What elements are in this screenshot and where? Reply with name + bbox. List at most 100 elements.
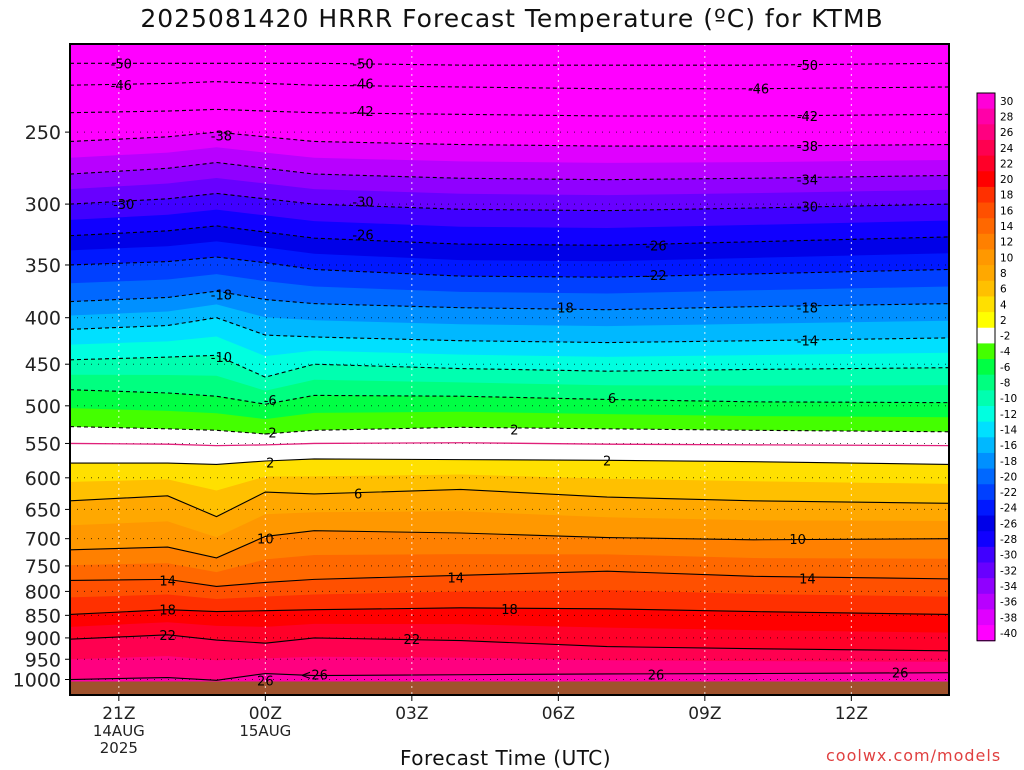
colorbar-swatch bbox=[977, 171, 995, 188]
y-tick-label: 950 bbox=[25, 649, 61, 671]
isotherm-label: -30 bbox=[113, 198, 134, 213]
colorbar-label: -22 bbox=[1000, 487, 1017, 499]
colorbar-swatch bbox=[977, 155, 995, 172]
x-tick-label: 15AUG bbox=[239, 722, 291, 740]
isotherm--18 bbox=[70, 290, 949, 311]
colorbar-label: 18 bbox=[1000, 190, 1013, 202]
y-tick-label: 800 bbox=[25, 581, 61, 603]
x-tick-label: 12Z bbox=[835, 704, 868, 724]
colorbar-swatch bbox=[977, 437, 995, 454]
isotherm-label: -34 bbox=[797, 174, 818, 189]
isotherm-label: 2 bbox=[266, 456, 274, 471]
isotherm-2 bbox=[70, 458, 949, 465]
isotherm-label: -14 bbox=[797, 335, 818, 350]
isotherm--42 bbox=[70, 108, 949, 117]
grid-lines bbox=[70, 44, 949, 695]
temperature-bands bbox=[70, 44, 949, 695]
isotherm-label: -26 bbox=[645, 239, 666, 254]
isotherm-label: 26 bbox=[892, 667, 909, 682]
colorbar-label: -36 bbox=[1000, 597, 1017, 609]
isotherm-10 bbox=[70, 530, 949, 559]
colorbar-label: -12 bbox=[1000, 409, 1017, 421]
colorbar-label: 10 bbox=[1000, 252, 1013, 264]
y-axis: 2503003504004505005506006507007508008509… bbox=[13, 122, 70, 692]
colorbar-swatch bbox=[977, 359, 995, 376]
isotherm-label: 14 bbox=[448, 571, 465, 586]
colorbar-swatch bbox=[977, 124, 995, 141]
colorbar-swatch bbox=[977, 265, 995, 282]
isotherm-label: 14 bbox=[799, 572, 816, 587]
colorbar-swatch bbox=[977, 625, 995, 642]
x-tick-label: 00Z bbox=[249, 704, 282, 724]
isotherm--22 bbox=[70, 256, 949, 278]
chart-title: 2025081420 HRRR Forecast Temperature (ºC… bbox=[140, 4, 884, 33]
isotherm--34 bbox=[70, 161, 949, 181]
colorbar-swatch bbox=[977, 202, 995, 219]
y-tick-label: 250 bbox=[25, 122, 61, 144]
colorbar-label: 6 bbox=[1000, 284, 1007, 296]
isotherm-label: 18 bbox=[159, 604, 176, 619]
credit-text: coolwx.com/models bbox=[826, 746, 1002, 765]
isotherm-label: -2 bbox=[264, 427, 277, 442]
isotherm-label: -46 bbox=[748, 83, 769, 98]
colorbar-label: -20 bbox=[1000, 471, 1017, 483]
y-tick-label: 350 bbox=[25, 255, 61, 277]
colorbar-swatch bbox=[977, 280, 995, 297]
isotherm--50 bbox=[70, 62, 949, 66]
isotherm-22 bbox=[70, 634, 949, 652]
colorbar-swatch bbox=[977, 343, 995, 360]
isotherm--38 bbox=[70, 131, 949, 147]
colorbar-swatch bbox=[977, 452, 995, 470]
isotherm--14 bbox=[70, 317, 949, 344]
y-tick-label: 750 bbox=[25, 556, 61, 578]
isotherm-label: 6 bbox=[608, 392, 616, 407]
colorbar-swatch bbox=[977, 390, 995, 407]
surface-band bbox=[70, 681, 949, 695]
isotherm-0 bbox=[70, 442, 949, 447]
colorbar-swatch bbox=[977, 327, 995, 344]
colorbar: 30 28 26 24 22 20 18 16 14 12 10 8 6 4 2 -2 -4 -6 -8 -10 -12… bbox=[976, 92, 1017, 642]
colorbar-label: 8 bbox=[1000, 268, 1007, 280]
colorbar-label: -10 bbox=[1000, 393, 1017, 405]
isotherm-label: 2 bbox=[603, 454, 611, 469]
isotherm-label: -18 bbox=[797, 302, 818, 317]
colorbar-label: -24 bbox=[1000, 503, 1017, 515]
colorbar-swatch bbox=[977, 108, 995, 125]
isotherm-label: -30 bbox=[797, 201, 818, 216]
isotherm-label: -6 bbox=[264, 394, 277, 409]
isotherm-18 bbox=[70, 607, 949, 615]
y-tick-label: 700 bbox=[25, 529, 61, 551]
isotherm-label: 14 bbox=[159, 574, 176, 589]
colorbar-swatch bbox=[977, 562, 995, 579]
x-tick-label: 06Z bbox=[542, 704, 575, 724]
colorbar-swatch bbox=[977, 406, 995, 423]
isotherm-label: 22 bbox=[159, 629, 176, 644]
plot-frame bbox=[69, 43, 950, 696]
colorbar-label: -30 bbox=[1000, 550, 1017, 562]
colorbar-swatch bbox=[977, 499, 995, 517]
colorbar-swatch bbox=[977, 139, 995, 157]
isotherm-6 bbox=[70, 488, 949, 518]
isotherm-label: -42 bbox=[797, 110, 818, 125]
colorbar-label: -16 bbox=[1000, 440, 1017, 452]
colorbar-swatch bbox=[977, 593, 995, 610]
colorbar-swatch bbox=[977, 546, 995, 563]
y-tick-label: 900 bbox=[25, 628, 61, 650]
isotherm-label: -50 bbox=[352, 57, 373, 72]
isotherm-label: -50 bbox=[111, 57, 132, 72]
isotherm-label: -22 bbox=[645, 269, 666, 284]
y-tick-label: 450 bbox=[25, 354, 61, 376]
x-tick-label: 09Z bbox=[688, 704, 721, 724]
colorbar-swatch bbox=[977, 515, 995, 532]
isotherm-label: -42 bbox=[352, 105, 373, 120]
isotherm--30 bbox=[70, 192, 949, 212]
colorbar-swatch bbox=[977, 218, 995, 235]
colorbar-swatch bbox=[977, 374, 995, 391]
isotherm-label: 10 bbox=[789, 533, 806, 548]
isotherm-label: 2 bbox=[510, 424, 518, 439]
colorbar-label: 26 bbox=[1000, 127, 1014, 139]
x-tick-label: 03Z bbox=[395, 704, 428, 724]
colorbar-label: 28 bbox=[1000, 111, 1013, 123]
x-tick-label: 21Z bbox=[102, 704, 135, 724]
